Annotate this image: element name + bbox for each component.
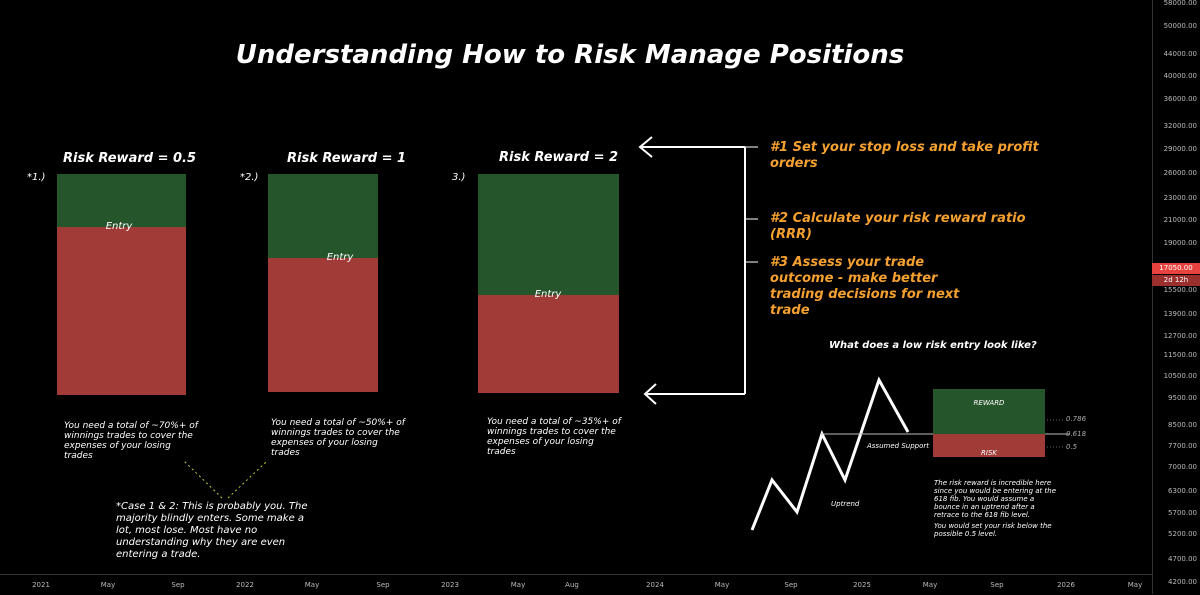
x-tick-label: May — [100, 581, 116, 589]
y-tick-label: 32000.00 — [1163, 122, 1197, 130]
y-tick-label: 23000.00 — [1163, 194, 1197, 202]
position-1-label: *1.) — [27, 172, 46, 183]
y-tick-label: 11500.00 — [1163, 351, 1197, 359]
case-pointer-right — [227, 461, 267, 499]
position-3-entry-label: Entry — [534, 289, 562, 300]
fib-5-label: 0.5 — [1066, 443, 1078, 451]
position-2-label: *2.) — [240, 172, 259, 183]
x-tick-label: Sep — [990, 581, 1004, 589]
position-2-risk-zone — [268, 258, 378, 392]
y-tick-label: 13900.00 — [1163, 310, 1197, 318]
x-tick-label: 2025 — [853, 581, 871, 589]
y-tick-label: 5200.00 — [1168, 530, 1197, 538]
y-tick-label: 4700.00 — [1168, 555, 1197, 563]
y-tick-label: 7000.00 — [1168, 463, 1197, 471]
low-risk-reward-label: REWARD — [973, 399, 1005, 407]
y-tick-label: 9500.00 — [1168, 394, 1197, 402]
x-tick-label: Sep — [784, 581, 798, 589]
x-axis[interactable]: 2021 May Sep 2022 May Sep 2023 May Aug 2024 May Sep… — [0, 574, 1152, 595]
position-2-box: Entry — [268, 174, 378, 392]
step-3: #3 Assess your trade outcome - make bett… — [770, 255, 960, 318]
low-risk-reward-zone — [933, 389, 1045, 434]
position-3-label: 3.) — [452, 172, 466, 183]
case-pointer-left — [182, 459, 223, 499]
y-tick-label: 5700.00 — [1168, 509, 1197, 517]
uptrend-label: Uptrend — [831, 500, 860, 508]
y-tick-label: 6300.00 — [1168, 487, 1197, 495]
position-3-box: Entry — [478, 174, 619, 393]
position-3-reward-zone — [478, 174, 619, 295]
x-tick-label: 2021 — [32, 581, 50, 589]
fib-618-label: 0.618 — [1066, 430, 1087, 438]
x-tick-label: May — [1127, 581, 1143, 589]
top-arrow — [638, 136, 745, 158]
position-3-note: You need a total of ~35%+ of winnings tr… — [487, 417, 621, 457]
x-tick-label: May — [714, 581, 730, 589]
x-tick-label: 2024 — [646, 581, 664, 589]
low-risk-risk-zone — [933, 434, 1045, 457]
x-tick-label: May — [922, 581, 938, 589]
y-tick-label: 29000.00 — [1163, 145, 1197, 153]
step-2: #2 Calculate your risk reward ratio (RRR… — [770, 211, 1026, 242]
position-2-reward-zone — [268, 174, 378, 258]
uptrend-line — [750, 376, 910, 531]
y-tick-label: 8500.00 — [1168, 421, 1197, 429]
y-tick-label: 7700.00 — [1168, 442, 1197, 450]
y-tick-label: 15500.00 — [1163, 286, 1197, 294]
annotation-overlay — [182, 136, 1070, 531]
position-1-note: You need a total of ~70%+ of winnings tr… — [64, 421, 198, 461]
support-label: Assumed Support — [867, 442, 929, 450]
position-1-entry-label: Entry — [105, 221, 133, 232]
y-tick-label: 40000.00 — [1163, 72, 1197, 80]
position-2-title: Risk Reward = 1 — [287, 151, 407, 166]
y-tick-label: 10500.00 — [1163, 372, 1197, 380]
position-3-title: Risk Reward = 2 — [499, 150, 619, 165]
step-1: #1 Set your stop loss and take profit or… — [770, 140, 1039, 171]
position-1-risk-zone — [57, 227, 186, 395]
y-tick-label: 58000.00 — [1163, 0, 1197, 7]
y-tick-label: 19000.00 — [1163, 239, 1197, 247]
low-risk-explanation-1: The risk reward is incredible here since… — [934, 479, 1056, 519]
y-tick-label: 4200.00 — [1168, 578, 1197, 586]
x-tick-label: May — [304, 581, 320, 589]
y-tick-label: 50000.00 — [1163, 22, 1197, 30]
x-tick-label: Sep — [171, 581, 185, 589]
position-3-risk-zone — [478, 295, 619, 393]
position-1-reward-zone — [57, 174, 186, 227]
y-axis[interactable]: 58000.00 50000.00 44000.00 40000.00 36000.00… — [1152, 0, 1200, 594]
chart-title: Understanding How to Risk Manage Positio… — [235, 40, 905, 70]
x-tick-label: 2022 — [236, 581, 254, 589]
case-note: *Case 1 & 2: This is probably you. The m… — [116, 501, 308, 560]
y-tick-label: 21000.00 — [1163, 216, 1197, 224]
position-2-entry-label: Entry — [326, 252, 354, 263]
x-tick-label: May — [510, 581, 526, 589]
y-tick-label: 36000.00 — [1163, 95, 1197, 103]
current-price-tag: 17050.00 — [1152, 263, 1200, 274]
y-tick-label: 12700.00 — [1163, 332, 1197, 340]
position-2-note: You need a total of ~50%+ of winnings tr… — [271, 418, 405, 458]
x-tick-label: Sep — [376, 581, 390, 589]
x-tick-label: 2023 — [441, 581, 459, 589]
low-risk-explanation-2: You would set your risk below the possib… — [934, 522, 1052, 538]
countdown-tag: 2d 12h — [1152, 275, 1200, 286]
fib-786-label: 0.786 — [1066, 415, 1087, 423]
y-tick-label: 26000.00 — [1163, 169, 1197, 177]
x-tick-label: Aug — [565, 581, 579, 589]
bottom-arrow — [643, 383, 745, 405]
position-1-box: Entry — [57, 174, 186, 395]
low-risk-risk-label: RISK — [981, 449, 997, 457]
position-1-title: Risk Reward = 0.5 — [63, 151, 197, 166]
low-risk-heading: What does a low risk entry look like? — [829, 340, 1037, 351]
x-tick-label: 2026 — [1057, 581, 1075, 589]
y-tick-label: 44000.00 — [1163, 50, 1197, 58]
